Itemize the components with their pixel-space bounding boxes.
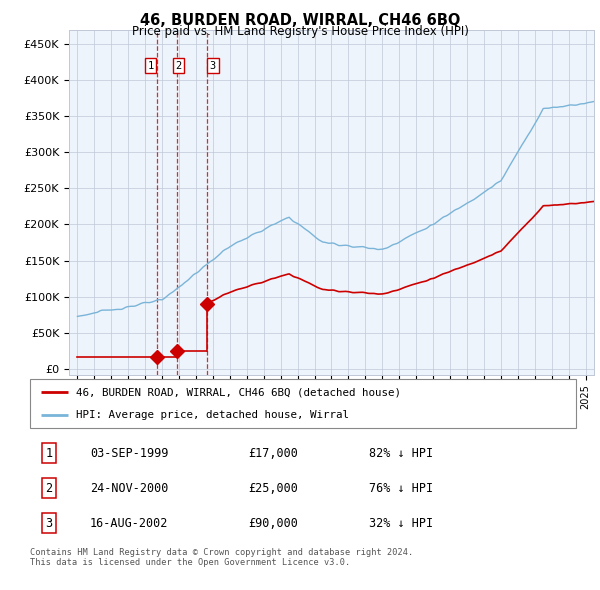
Text: 76% ↓ HPI: 76% ↓ HPI (368, 481, 433, 495)
Text: Contains HM Land Registry data © Crown copyright and database right 2024.
This d: Contains HM Land Registry data © Crown c… (30, 548, 413, 567)
Text: 1: 1 (148, 61, 154, 71)
Text: Price paid vs. HM Land Registry's House Price Index (HPI): Price paid vs. HM Land Registry's House … (131, 25, 469, 38)
Text: 3: 3 (46, 517, 53, 530)
Text: 2: 2 (175, 61, 181, 71)
Text: 82% ↓ HPI: 82% ↓ HPI (368, 447, 433, 460)
Text: £90,000: £90,000 (248, 517, 298, 530)
FancyBboxPatch shape (30, 379, 576, 428)
Text: £17,000: £17,000 (248, 447, 298, 460)
Text: £25,000: £25,000 (248, 481, 298, 495)
Text: 03-SEP-1999: 03-SEP-1999 (90, 447, 169, 460)
Text: 2: 2 (46, 481, 53, 495)
Text: 16-AUG-2002: 16-AUG-2002 (90, 517, 169, 530)
Text: 46, BURDEN ROAD, WIRRAL, CH46 6BQ (detached house): 46, BURDEN ROAD, WIRRAL, CH46 6BQ (detac… (76, 388, 401, 398)
Text: 46, BURDEN ROAD, WIRRAL, CH46 6BQ: 46, BURDEN ROAD, WIRRAL, CH46 6BQ (140, 13, 460, 28)
Text: 1: 1 (46, 447, 53, 460)
Text: 24-NOV-2000: 24-NOV-2000 (90, 481, 169, 495)
Text: 32% ↓ HPI: 32% ↓ HPI (368, 517, 433, 530)
Text: HPI: Average price, detached house, Wirral: HPI: Average price, detached house, Wirr… (76, 409, 349, 419)
Text: 3: 3 (210, 61, 216, 71)
